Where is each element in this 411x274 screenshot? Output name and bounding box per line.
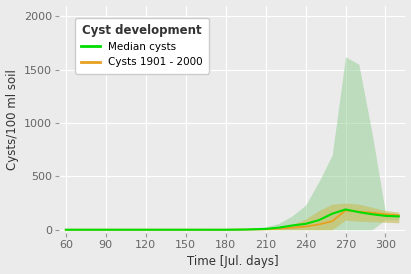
X-axis label: Time [Jul. days]: Time [Jul. days] bbox=[187, 255, 278, 269]
Legend: Median cysts, Cysts 1901 - 2000: Median cysts, Cysts 1901 - 2000 bbox=[75, 18, 209, 73]
Y-axis label: Cysts/100 ml soil: Cysts/100 ml soil bbox=[6, 69, 18, 170]
